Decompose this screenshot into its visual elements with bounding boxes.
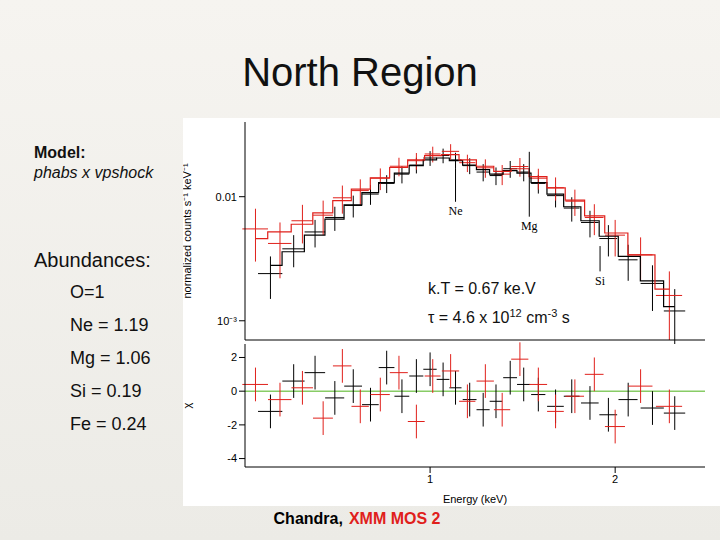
html-text:Fe = 0.24: Fe = 0.24 — [70, 414, 147, 434]
svg-text:normalized counts s⁻¹ keV⁻¹: normalized counts s⁻¹ keV⁻¹ — [183, 163, 193, 298]
svg-text:10⁻³: 10⁻³ — [217, 315, 237, 327]
svg-text:-4: -4 — [227, 452, 237, 464]
svg-text:Mg: Mg — [521, 219, 538, 233]
html-text:O=1: O=1 — [70, 282, 105, 302]
svg-text:χ: χ — [183, 402, 193, 408]
svg-text:2: 2 — [231, 351, 237, 363]
html-text:Si = 0.19: Si = 0.19 — [70, 381, 142, 401]
html-text:Ne = 1.19: Ne = 1.19 — [70, 315, 149, 335]
svg-text:0: 0 — [231, 385, 237, 397]
html-text:North Region: North Region — [242, 50, 478, 94]
svg-text:-2: -2 — [227, 419, 237, 431]
svg-text:Energy (keV): Energy (keV) — [443, 493, 507, 505]
html-text:τ = 4.6 x 10: τ = 4.6 x 10 — [428, 309, 510, 327]
svg-text:Si: Si — [595, 274, 606, 288]
svg-text:2: 2 — [612, 473, 618, 485]
html-text:Mg = 1.06: Mg = 1.06 — [70, 348, 151, 368]
html-text:12cm-3s: 12cm-3s — [509, 307, 570, 327]
html-text:Abundances:: Abundances: — [34, 249, 151, 271]
html-text:Chandra, XMM MOS 2: Chandra, XMM MOS 2 — [273, 510, 441, 527]
svg-text:1: 1 — [427, 473, 433, 485]
svg-text:Ne: Ne — [449, 204, 463, 218]
html-text:k.T = 0.67 ke.V: k.T = 0.67 ke.V — [428, 280, 536, 297]
html-text:phabs x vpshock: phabs x vpshock — [34, 164, 154, 181]
svg-text:0.01: 0.01 — [216, 191, 237, 203]
html-text:Model:: Model: — [34, 144, 86, 161]
